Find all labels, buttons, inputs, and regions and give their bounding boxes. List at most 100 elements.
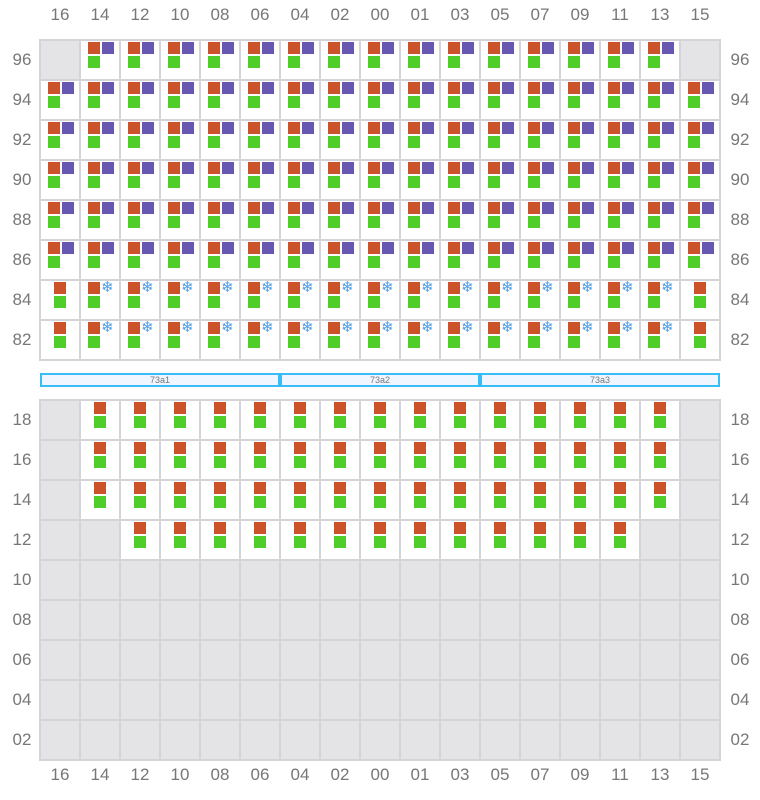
container-slot[interactable] [521, 121, 559, 159]
container-slot[interactable] [121, 241, 159, 279]
container-slot[interactable] [281, 481, 319, 519]
container-slot[interactable] [521, 201, 559, 239]
container-slot[interactable] [81, 481, 119, 519]
container-slot[interactable] [561, 401, 599, 439]
container-slot[interactable] [601, 201, 639, 239]
container-slot[interactable]: ❄ [561, 280, 599, 319]
container-slot[interactable] [441, 41, 479, 79]
container-slot[interactable] [121, 81, 159, 119]
container-slot[interactable] [401, 481, 439, 519]
container-slot[interactable] [121, 161, 159, 199]
container-slot[interactable] [161, 41, 199, 79]
container-slot[interactable] [561, 441, 599, 479]
container-slot[interactable] [601, 81, 639, 119]
container-slot[interactable] [361, 41, 399, 79]
container-slot[interactable]: ❄ [241, 320, 279, 359]
container-slot[interactable]: ❄ [241, 280, 279, 319]
container-slot[interactable] [481, 521, 519, 559]
container-slot[interactable] [121, 201, 159, 239]
container-slot[interactable] [521, 41, 559, 79]
container-slot[interactable] [161, 401, 199, 439]
container-slot[interactable] [441, 201, 479, 239]
container-slot[interactable] [201, 121, 239, 159]
container-slot[interactable] [481, 441, 519, 479]
container-slot[interactable] [361, 441, 399, 479]
container-slot[interactable] [641, 481, 679, 519]
container-slot[interactable] [281, 201, 319, 239]
container-slot[interactable] [201, 161, 239, 199]
container-slot[interactable] [41, 321, 79, 359]
container-slot[interactable] [441, 481, 479, 519]
container-slot[interactable] [281, 521, 319, 559]
container-slot[interactable] [441, 401, 479, 439]
container-slot[interactable] [321, 401, 359, 439]
container-slot[interactable] [481, 241, 519, 279]
container-slot[interactable] [321, 41, 359, 79]
container-slot[interactable] [321, 81, 359, 119]
container-slot[interactable] [281, 241, 319, 279]
container-slot[interactable]: ❄ [161, 280, 199, 319]
container-slot[interactable] [41, 201, 79, 239]
container-slot[interactable] [441, 121, 479, 159]
container-slot[interactable] [601, 441, 639, 479]
container-slot[interactable] [401, 41, 439, 79]
container-slot[interactable] [361, 81, 399, 119]
container-slot[interactable] [281, 161, 319, 199]
container-slot[interactable] [201, 201, 239, 239]
container-slot[interactable] [561, 121, 599, 159]
container-slot[interactable] [401, 121, 439, 159]
container-slot[interactable] [441, 521, 479, 559]
container-slot[interactable] [521, 481, 559, 519]
container-slot[interactable] [161, 481, 199, 519]
container-slot[interactable] [561, 161, 599, 199]
container-slot[interactable] [601, 481, 639, 519]
container-slot[interactable] [601, 241, 639, 279]
container-slot[interactable] [401, 161, 439, 199]
container-slot[interactable] [41, 241, 79, 279]
container-slot[interactable] [161, 521, 199, 559]
container-slot[interactable]: ❄ [561, 320, 599, 359]
container-slot[interactable] [641, 81, 679, 119]
container-slot[interactable] [321, 441, 359, 479]
container-slot[interactable] [601, 161, 639, 199]
container-slot[interactable] [481, 401, 519, 439]
container-slot[interactable] [481, 481, 519, 519]
container-slot[interactable] [521, 401, 559, 439]
container-slot[interactable] [81, 41, 119, 79]
container-slot[interactable] [281, 81, 319, 119]
container-slot[interactable] [201, 41, 239, 79]
container-slot[interactable] [241, 521, 279, 559]
container-slot[interactable] [201, 441, 239, 479]
container-slot[interactable] [481, 81, 519, 119]
container-slot[interactable] [601, 41, 639, 79]
container-slot[interactable]: ❄ [441, 320, 479, 359]
container-slot[interactable] [361, 121, 399, 159]
container-slot[interactable] [241, 441, 279, 479]
container-slot[interactable]: ❄ [521, 320, 559, 359]
container-slot[interactable] [321, 481, 359, 519]
container-slot[interactable] [681, 281, 719, 319]
container-slot[interactable] [401, 521, 439, 559]
container-slot[interactable] [641, 401, 679, 439]
container-slot[interactable] [281, 401, 319, 439]
container-slot[interactable] [201, 81, 239, 119]
bay-segment-73a2[interactable]: 73a2 [280, 373, 480, 387]
container-slot[interactable] [281, 41, 319, 79]
container-slot[interactable]: ❄ [81, 280, 119, 319]
container-slot[interactable] [361, 481, 399, 519]
container-slot[interactable] [321, 121, 359, 159]
container-slot[interactable] [241, 401, 279, 439]
container-slot[interactable] [201, 481, 239, 519]
container-slot[interactable] [361, 241, 399, 279]
container-slot[interactable] [121, 481, 159, 519]
container-slot[interactable] [521, 521, 559, 559]
container-slot[interactable] [81, 401, 119, 439]
container-slot[interactable]: ❄ [481, 320, 519, 359]
container-slot[interactable] [281, 121, 319, 159]
container-slot[interactable] [481, 161, 519, 199]
container-slot[interactable] [641, 201, 679, 239]
container-slot[interactable] [321, 521, 359, 559]
container-slot[interactable] [121, 41, 159, 79]
container-slot[interactable] [121, 401, 159, 439]
container-slot[interactable] [441, 241, 479, 279]
